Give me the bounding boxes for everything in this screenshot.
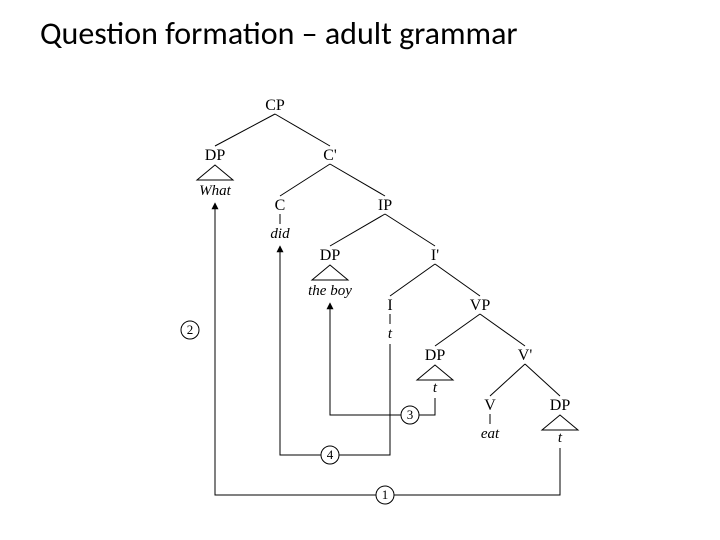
svg-text:t: t xyxy=(388,326,393,342)
svg-text:V: V xyxy=(484,397,496,414)
svg-text:C': C' xyxy=(323,147,337,164)
svg-text:V': V' xyxy=(518,347,533,364)
svg-text:did: did xyxy=(270,226,290,242)
svg-text:I': I' xyxy=(431,247,439,264)
svg-text:the boy: the boy xyxy=(308,283,352,299)
svg-text:What: What xyxy=(199,183,231,199)
svg-text:4: 4 xyxy=(327,447,334,462)
svg-text:DP: DP xyxy=(205,147,226,164)
syntax-tree-diagram: CP DP What C' Cdid IP DP the boy I' It VP DP t V' Veat… xyxy=(0,0,720,540)
svg-text:2: 2 xyxy=(187,322,194,337)
svg-text:eat: eat xyxy=(481,426,500,442)
svg-text:C: C xyxy=(275,197,286,214)
svg-text:t: t xyxy=(433,380,438,396)
svg-text:DP: DP xyxy=(550,397,571,414)
svg-text:DP: DP xyxy=(425,347,446,364)
svg-text:IP: IP xyxy=(378,197,392,214)
svg-text:I: I xyxy=(387,297,392,314)
svg-text:1: 1 xyxy=(382,487,389,502)
svg-text:3: 3 xyxy=(407,407,414,422)
svg-text:t: t xyxy=(558,430,563,446)
svg-text:VP: VP xyxy=(470,297,491,314)
svg-text:DP: DP xyxy=(320,247,341,264)
svg-text:CP: CP xyxy=(265,97,285,114)
